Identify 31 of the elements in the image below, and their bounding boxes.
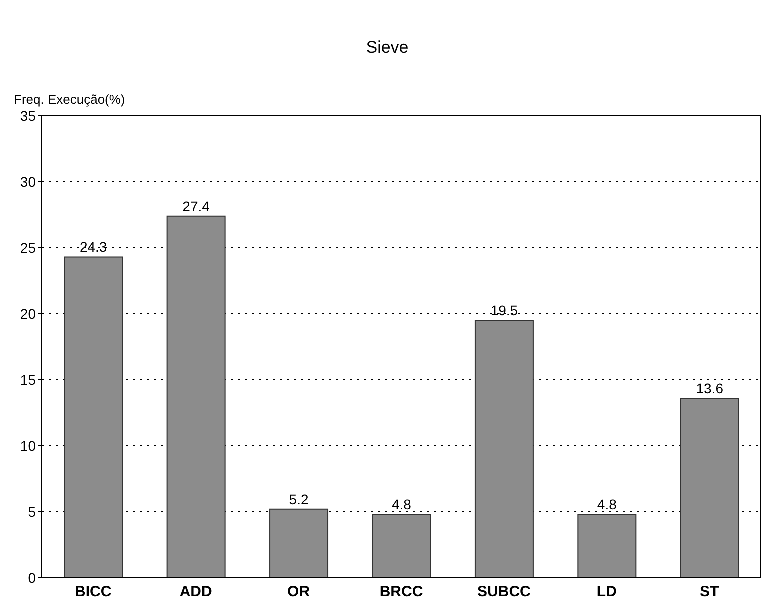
data-label: 5.2 <box>289 491 309 508</box>
data-label: 24.3 <box>80 239 108 256</box>
y-tick-label: 20 <box>20 306 36 322</box>
bar <box>64 256 124 578</box>
bar <box>578 514 637 578</box>
data-label: 4.8 <box>597 496 618 513</box>
bar <box>270 508 329 578</box>
x-tick-label: SUBCC <box>478 584 532 601</box>
bar <box>372 514 432 578</box>
y-tick-label: 10 <box>20 438 36 454</box>
y-axis-title: Freq. Execução(%) <box>14 92 126 107</box>
bar <box>680 398 740 578</box>
x-tick-label: LD <box>596 584 618 601</box>
y-tick-label: 35 <box>20 108 36 124</box>
data-label: 13.6 <box>696 380 724 396</box>
bar <box>474 320 534 578</box>
y-tick-label: 30 <box>20 174 36 190</box>
bar <box>166 216 226 578</box>
x-tick-label: ST <box>700 584 720 601</box>
data-label: 4.8 <box>392 496 412 513</box>
y-tick-label: 5 <box>28 504 36 520</box>
y-tick-label: 0 <box>28 570 36 586</box>
x-tick-label: BICC <box>75 584 112 601</box>
y-tick-label: 25 <box>20 240 36 256</box>
data-label: 19.5 <box>490 302 518 319</box>
x-tick-label: ADD <box>180 584 212 601</box>
chart-title: Sieve <box>365 38 410 58</box>
y-tick-label: 15 <box>20 372 36 388</box>
x-tick-label: OR <box>288 584 310 601</box>
x-tick-label: BRCC <box>380 584 424 601</box>
data-label: 27.4 <box>182 198 210 214</box>
